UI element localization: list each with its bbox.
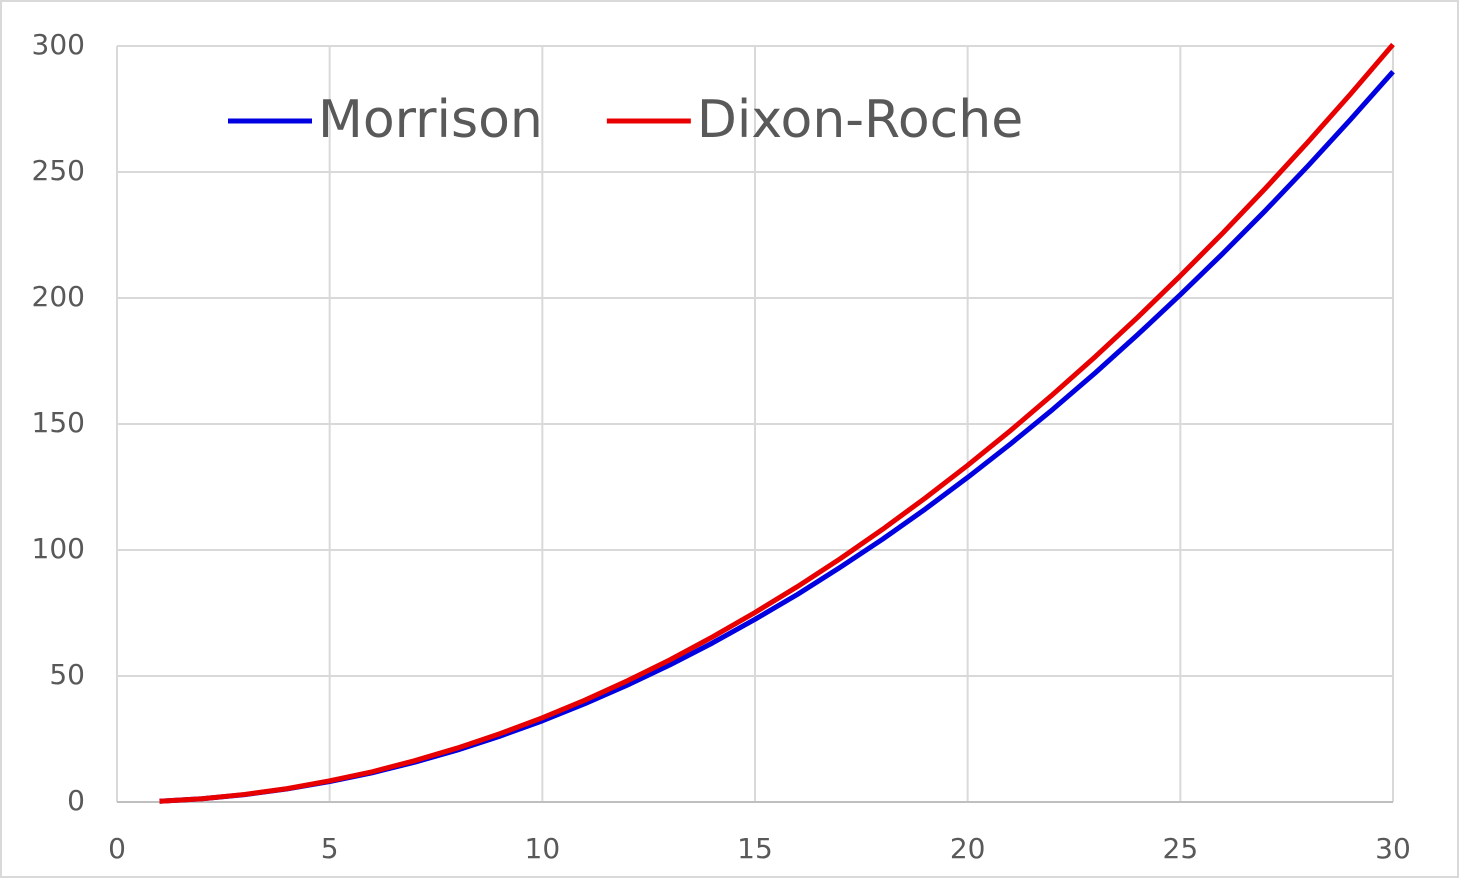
y-tick-label: 0 [67,784,85,817]
x-tick-label: 20 [950,832,986,865]
x-tick-label: 5 [321,832,339,865]
y-tick-label: 250 [32,154,85,187]
y-tick-label: 150 [32,406,85,439]
legend-label: Morrison [318,90,543,150]
line-series [159,42,1395,804]
x-tick-label: 25 [1163,832,1199,865]
y-tick-label: 300 [32,28,85,61]
x-tick-label: 15 [737,832,773,865]
y-tick-label: 100 [32,532,85,565]
x-tick-label: 30 [1375,832,1411,865]
x-tick-label: 10 [525,832,561,865]
legend-label: Dixon-Roche [697,90,1023,150]
y-tick-label: 200 [32,280,85,313]
x-tick-label: 0 [108,832,126,865]
y-tick-label: 50 [49,658,85,691]
